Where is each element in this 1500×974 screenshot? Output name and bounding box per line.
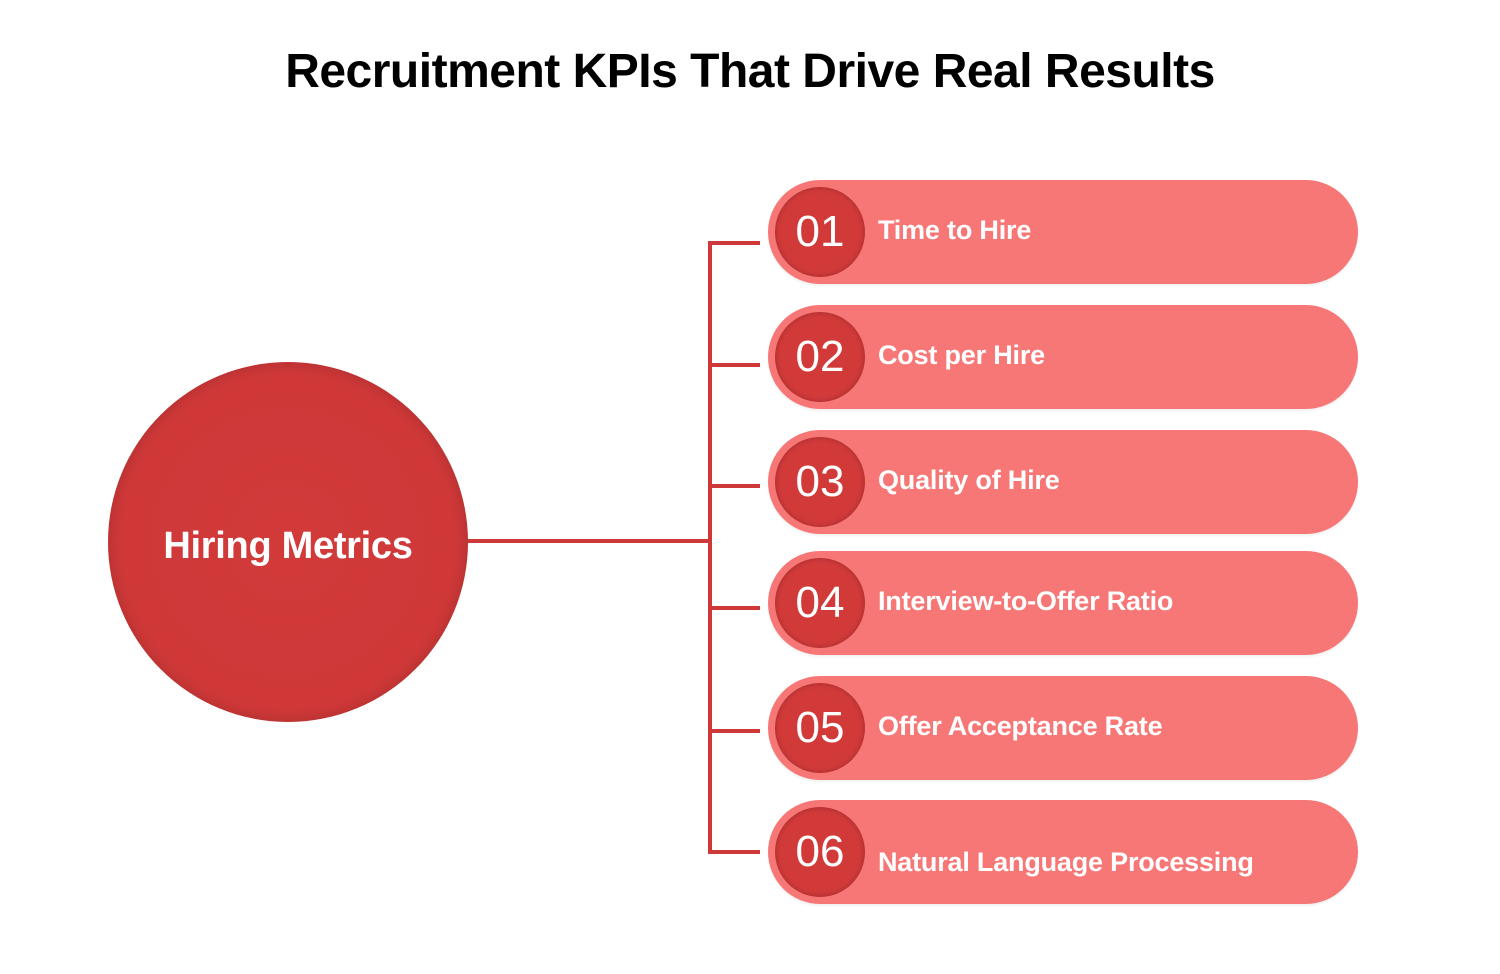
hub-circle: Hiring Metrics bbox=[108, 362, 468, 722]
kpi-number-badge: 06 bbox=[775, 807, 865, 897]
kpi-number-badge: 01 bbox=[775, 187, 865, 277]
kpi-item-offer-acceptance-rate: 05 Offer Acceptance Rate bbox=[768, 676, 1358, 780]
kpi-item-time-to-hire: 01 Time to Hire bbox=[768, 180, 1358, 284]
page-title: Recruitment KPIs That Drive Real Results bbox=[285, 45, 1215, 98]
kpi-item-interview-to-offer-ratio: 04 Interview-to-Offer Ratio bbox=[768, 551, 1358, 655]
kpi-item-natural-language-processing: 06 Natural Language Processing bbox=[768, 800, 1358, 904]
kpi-item-cost-per-hire: 02 Cost per Hire bbox=[768, 305, 1358, 409]
kpi-label: Natural Language Processing bbox=[878, 846, 1254, 877]
kpi-label: Interview-to-Offer Ratio bbox=[878, 585, 1174, 616]
kpi-label: Offer Acceptance Rate bbox=[878, 710, 1163, 741]
kpi-number-badge: 04 bbox=[775, 558, 865, 648]
kpi-number-badge: 03 bbox=[775, 437, 865, 527]
kpi-number-badge: 02 bbox=[775, 312, 865, 402]
kpi-item-quality-of-hire: 03 Quality of Hire bbox=[768, 430, 1358, 534]
kpi-label: Cost per Hire bbox=[878, 339, 1045, 370]
kpi-label: Quality of Hire bbox=[878, 464, 1060, 495]
hub-label: Hiring Metrics bbox=[163, 524, 413, 567]
kpi-label: Time to Hire bbox=[878, 214, 1032, 245]
kpi-number-badge: 05 bbox=[775, 683, 865, 773]
